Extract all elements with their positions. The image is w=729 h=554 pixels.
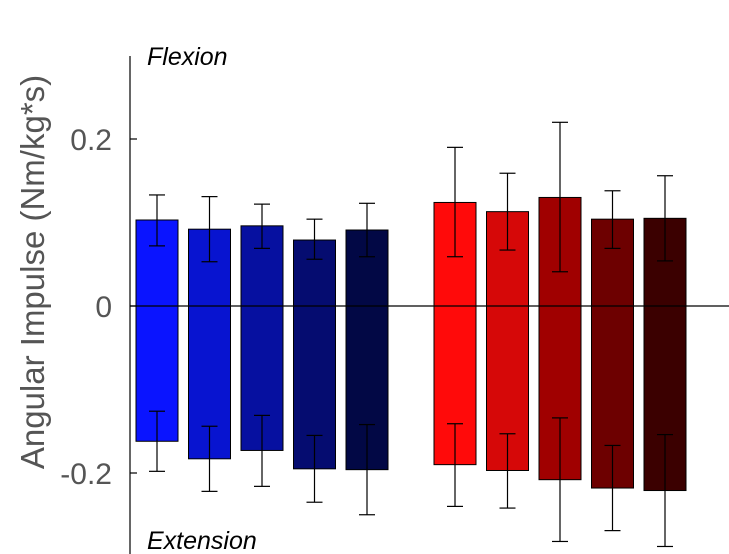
- error-bar-flexion-4: [306, 218, 323, 260]
- error-bar-extension-7: [499, 433, 516, 509]
- error-bar-extension-6: [447, 423, 463, 507]
- error-bar-extension-5: [359, 423, 375, 516]
- y-axis-title: Angular Impulse (Nm/kg*s): [14, 75, 51, 469]
- error-bar-flexion-10: [657, 175, 673, 262]
- y-tick-label: -0.2: [60, 458, 112, 491]
- bars-layer: [135, 121, 687, 548]
- error-bar-extension-8: [552, 417, 568, 543]
- error-bar-flexion-5: [359, 202, 375, 258]
- error-bar-flexion-8: [552, 121, 568, 273]
- error-bar-flexion-7: [499, 172, 516, 251]
- error-bar-extension-4: [306, 434, 323, 503]
- error-bar-extension-2: [201, 425, 218, 492]
- error-bar-flexion-1: [149, 194, 165, 247]
- error-bar-flexion-2: [201, 196, 218, 263]
- error-bar-extension-1: [149, 410, 165, 472]
- error-bar-extension-3: [254, 414, 270, 487]
- error-bar-flexion-6: [447, 146, 463, 258]
- error-bar-extension-10: [657, 433, 673, 548]
- error-bar-flexion-9: [604, 190, 621, 249]
- annotation-extension: Extension: [147, 527, 257, 554]
- error-bar-flexion-3: [254, 203, 270, 249]
- y-ticks: -0.2 0 0.2: [60, 124, 137, 491]
- y-tick-label: 0: [95, 291, 112, 324]
- annotation-flexion: Flexion: [147, 43, 228, 71]
- error-bar-extension-9: [604, 444, 621, 532]
- y-tick-label: 0.2: [70, 124, 112, 157]
